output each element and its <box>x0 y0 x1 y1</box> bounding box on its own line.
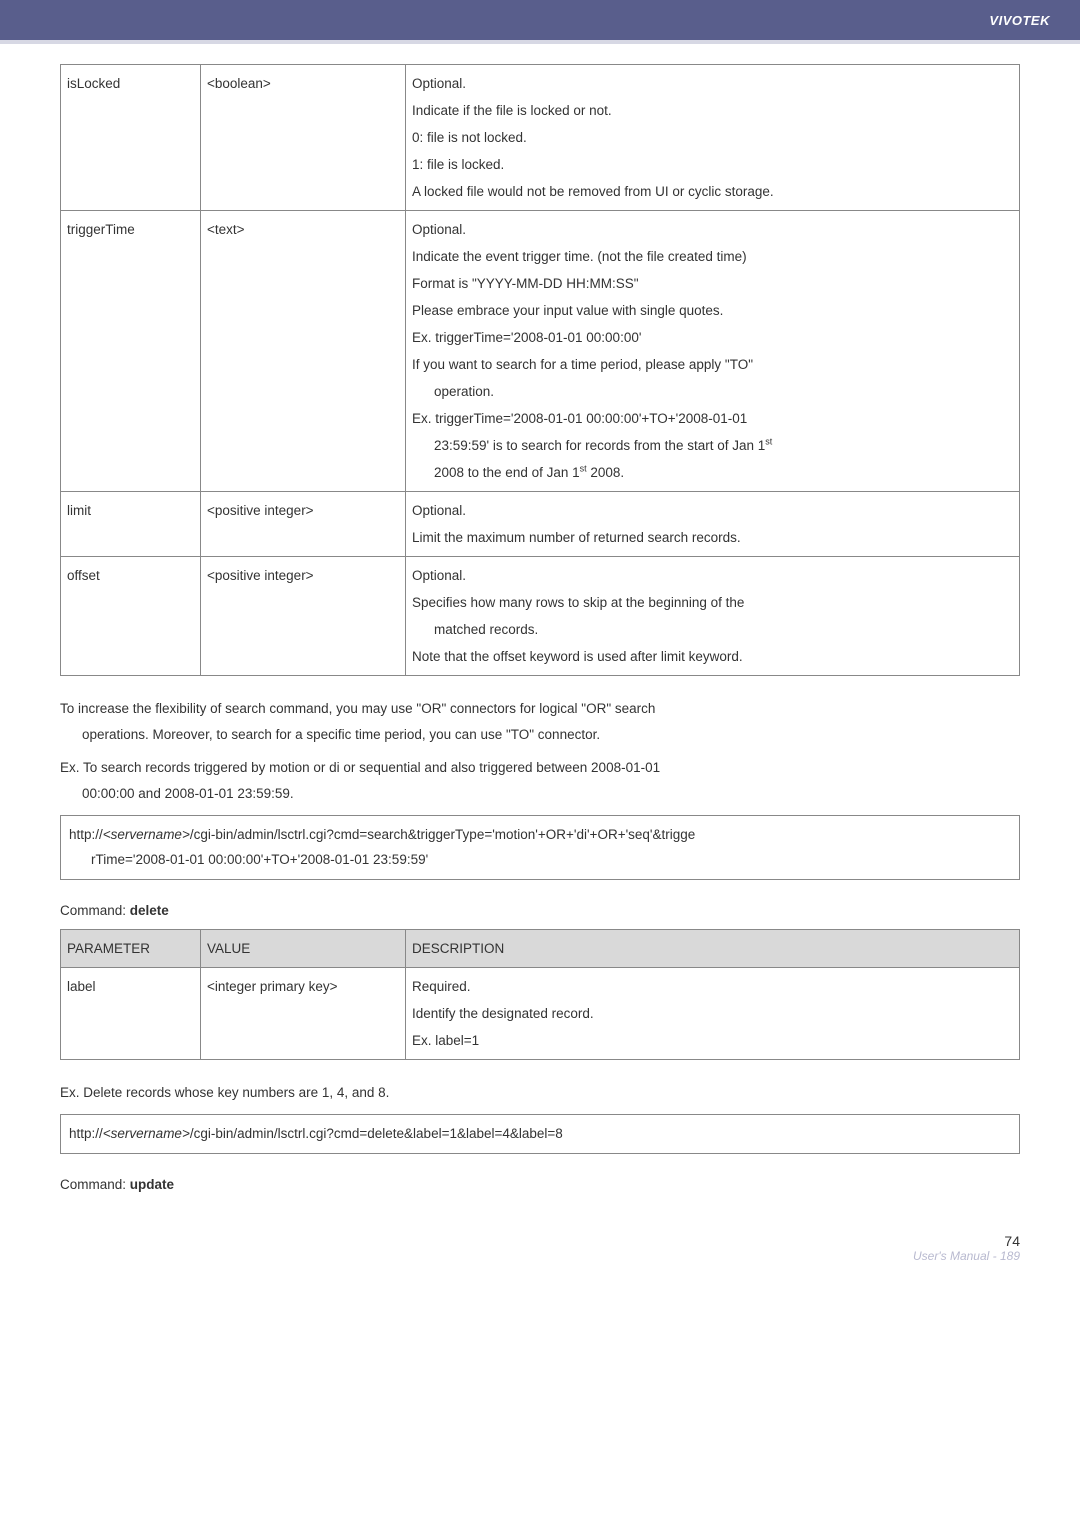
cell-param: triggerTime <box>61 211 201 492</box>
cell-param: isLocked <box>61 65 201 211</box>
cell-value: <boolean> <box>201 65 406 211</box>
manual-ref: User's Manual - 189 <box>913 1249 1020 1263</box>
url-servername: <servername> <box>103 827 190 842</box>
table-row: isLocked <boolean> Optional. Indicate if… <box>61 65 1020 211</box>
para-flexibility: To increase the flexibility of search co… <box>60 696 1020 747</box>
table-header-row: PARAMETER VALUE DESCRIPTION <box>61 930 1020 968</box>
table-row: offset <positive integer> Optional. Spec… <box>61 557 1020 676</box>
brand-text: VIVOTEK <box>989 13 1050 28</box>
command-name: update <box>130 1177 174 1192</box>
cell-value: <text> <box>201 211 406 492</box>
table-row: limit <positive integer> Optional. Limit… <box>61 492 1020 557</box>
para-example-search: Ex. To search records triggered by motio… <box>60 755 1020 806</box>
cell-value: <integer primary key> <box>201 968 406 1060</box>
main-content: isLocked <boolean> Optional. Indicate if… <box>0 44 1080 1233</box>
command-label-text: Command: <box>60 903 130 918</box>
cell-value: <positive integer> <box>201 492 406 557</box>
url-prefix: http:// <box>69 1126 103 1141</box>
header-bar: VIVOTEK <box>0 0 1080 40</box>
table-row: triggerTime <text> Optional. Indicate th… <box>61 211 1020 492</box>
para-example-delete: Ex. Delete records whose key numbers are… <box>60 1080 1020 1106</box>
header-value: VALUE <box>201 930 406 968</box>
command-label-text: Command: <box>60 1177 130 1192</box>
delete-params-table: PARAMETER VALUE DESCRIPTION label <integ… <box>60 929 1020 1060</box>
command-update-heading: Command: update <box>60 1172 1020 1198</box>
cell-desc: Optional. Indicate if the file is locked… <box>406 65 1020 211</box>
footer: 74 User's Manual - 189 <box>0 1233 1080 1278</box>
url-rest: /cgi-bin/admin/lsctrl.cgi?cmd=delete&lab… <box>190 1126 563 1141</box>
footer-box: 74 User's Manual - 189 <box>913 1233 1020 1263</box>
cell-desc: Optional. Limit the maximum number of re… <box>406 492 1020 557</box>
cell-param: limit <box>61 492 201 557</box>
header-desc: DESCRIPTION <box>406 930 1020 968</box>
search-params-table: isLocked <boolean> Optional. Indicate if… <box>60 64 1020 676</box>
codebox-delete-url: http://<servername>/cgi-bin/admin/lsctrl… <box>60 1114 1020 1154</box>
header-param: PARAMETER <box>61 930 201 968</box>
url-prefix: http:// <box>69 827 103 842</box>
cell-param: offset <box>61 557 201 676</box>
cell-param: label <box>61 968 201 1060</box>
cell-desc: Optional. Indicate the event trigger tim… <box>406 211 1020 492</box>
command-name: delete <box>130 903 169 918</box>
cell-desc: Optional. Specifies how many rows to ski… <box>406 557 1020 676</box>
command-delete-heading: Command: delete <box>60 898 1020 924</box>
page-number: 74 <box>913 1233 1020 1249</box>
table-row: label <integer primary key> Required. Id… <box>61 968 1020 1060</box>
codebox-search-url: http://<servername>/cgi-bin/admin/lsctrl… <box>60 815 1020 880</box>
cell-value: <positive integer> <box>201 557 406 676</box>
url-servername: <servername> <box>103 1126 190 1141</box>
cell-desc: Required. Identify the designated record… <box>406 968 1020 1060</box>
